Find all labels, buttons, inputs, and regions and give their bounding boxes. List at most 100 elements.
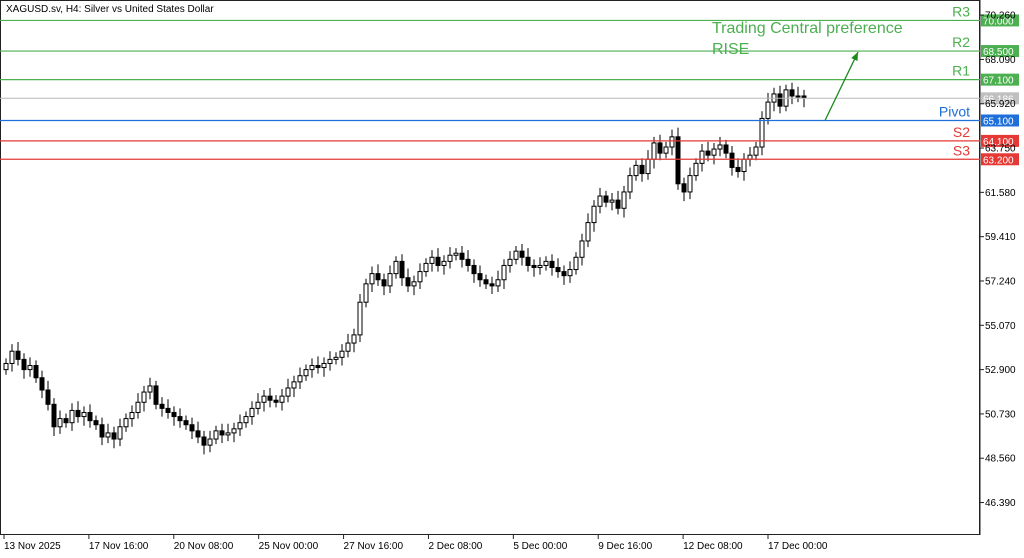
candle-up (795, 95, 801, 98)
x-tick-label: 17 Dec 00:00 (768, 541, 828, 552)
candle-up (621, 191, 627, 209)
candle-up (447, 254, 453, 262)
x-tick-label: 17 Nov 16:00 (89, 541, 149, 552)
y-tick-label: 65.920 (985, 99, 1016, 110)
candle-up (513, 250, 519, 260)
candle-up (207, 438, 213, 446)
x-tick-label: 2 Dec 08:00 (428, 541, 482, 552)
candle-down (525, 256, 531, 266)
candle-down (465, 258, 471, 266)
y-tick-label: 70.260 (985, 11, 1016, 22)
levels-group: 66.186 R3 70.000 R2 68.500 R1 67.100 Pivot 65.10… (0, 3, 1019, 166)
symbol-title: XAGUSD.sv, H4: Silver vs United States D… (6, 4, 214, 15)
level-label-bg (981, 134, 1019, 147)
candle-up (423, 262, 429, 273)
candle-up (351, 334, 357, 344)
candle-up (747, 154, 753, 160)
annotation-line2: RISE (712, 41, 749, 58)
candle-down (219, 430, 225, 436)
candle-down (159, 403, 165, 409)
candle-up (369, 273, 375, 285)
candle-down (39, 377, 45, 391)
candle-up (237, 422, 243, 430)
candle-down (399, 260, 405, 279)
candle-down (435, 256, 441, 266)
level-price-label: 64.100 (983, 137, 1014, 148)
candle-down (381, 279, 387, 287)
candle-down (603, 195, 609, 203)
candle-down (723, 144, 729, 154)
candle-up (129, 411, 135, 420)
candle-down (483, 279, 489, 285)
candle-up (213, 430, 219, 440)
candle-up (759, 117, 765, 148)
candle-down (87, 411, 93, 422)
candle-up (333, 356, 339, 360)
candle-down (165, 407, 171, 413)
candle-up (357, 301, 363, 336)
candle-up (543, 260, 549, 266)
candle-up (279, 395, 285, 403)
level-label-bg (981, 114, 1019, 127)
y-tick-label: 63.750 (985, 144, 1016, 155)
candle-up (699, 150, 705, 164)
x-tick-label: 5 Dec 00:00 (513, 541, 567, 552)
candle-up (387, 273, 393, 287)
price-axis: 70.260 68.090 65.920 63.750 61.580 59.410 57.2… (980, 11, 1016, 509)
candle-down (171, 411, 177, 418)
candle-up (693, 162, 699, 177)
candle-down (549, 260, 555, 269)
candle-up (225, 432, 231, 436)
candle-down (681, 183, 687, 193)
candle-down (273, 399, 279, 403)
candle-up (327, 358, 333, 364)
level-label-bg (981, 14, 1019, 27)
candle-down (405, 277, 411, 287)
candle-up (579, 240, 585, 258)
candles-group (3, 82, 807, 455)
level-price-label: 65.100 (983, 116, 1014, 127)
y-tick-label: 55.070 (985, 321, 1016, 332)
candle-down (189, 424, 195, 432)
candle-up (81, 411, 87, 418)
candle-down (675, 136, 681, 185)
candle-down (153, 385, 159, 405)
candle-up (3, 362, 9, 371)
candle-down (801, 95, 807, 99)
x-tick-label: 25 Nov 00:00 (259, 541, 319, 552)
candle-up (687, 175, 693, 193)
candle-down (45, 389, 51, 405)
candle-up (495, 279, 501, 287)
candle-down (51, 403, 57, 428)
x-tick-label: 20 Nov 08:00 (174, 541, 234, 552)
candle-up (609, 199, 615, 203)
candle-down (195, 430, 201, 438)
candle-down (729, 152, 735, 168)
level-name-s3: S3 (953, 142, 970, 158)
candle-down (375, 273, 381, 281)
candle-up (285, 387, 291, 397)
candle-down (33, 365, 39, 379)
candle-down (705, 150, 711, 156)
bid-label-bg (981, 92, 1019, 105)
candle-up (291, 381, 297, 389)
time-axis: 13 Nov 2025 17 Nov 16:00 20 Nov 08:00 25 No… (3, 535, 828, 552)
candle-up (585, 222, 591, 242)
candle-down (477, 273, 483, 281)
candle-down (459, 252, 465, 260)
candle-up (537, 264, 543, 268)
candle-up (309, 365, 315, 371)
candle-up (321, 362, 327, 369)
y-tick-label: 61.580 (985, 188, 1016, 199)
candle-up (123, 418, 129, 428)
candle-up (363, 283, 369, 303)
candle-up (231, 428, 237, 434)
candle-down (531, 264, 537, 268)
level-price-label: 70.000 (983, 16, 1014, 27)
candle-up (567, 269, 573, 277)
level-label-bg (981, 153, 1019, 166)
candle-down (555, 267, 561, 273)
candle-up (711, 148, 717, 156)
